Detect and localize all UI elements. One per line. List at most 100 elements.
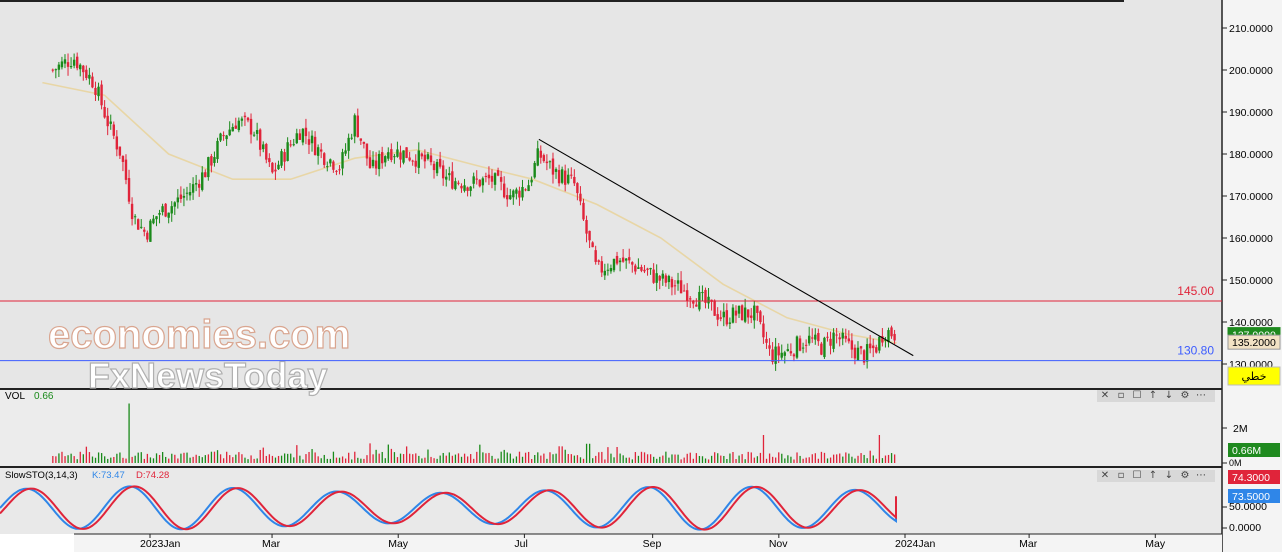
candle-body [63,59,67,64]
candle-body [615,255,619,264]
horizontal-line-label: 130.80 [1177,344,1214,358]
candle-body [844,335,847,339]
price-panel-bg[interactable] [0,0,1222,388]
volume-bar [131,456,133,463]
drawing-tool-tag[interactable] [1227,366,1281,386]
y-tick-label: 180.0000 [1229,149,1273,161]
volume-bar [250,455,252,463]
candle [530,176,533,187]
candle-body [201,172,204,190]
candle-body [161,206,164,213]
candle-body [435,161,439,174]
candle-body [234,125,237,129]
volume-bar [317,456,319,463]
move-up-icon[interactable]: ↑ [1148,390,1158,401]
volume-bar [247,459,249,463]
settings-icon[interactable]: ⚙ [1180,470,1190,481]
candle-body [158,212,161,215]
volume-bar [842,456,844,463]
candle [774,337,777,371]
candle-body [271,162,274,173]
candle-body [393,156,396,158]
close-icon[interactable]: ✕ [1100,470,1110,481]
candle [704,287,707,309]
candle [155,216,158,227]
candle-body [420,153,424,157]
more-icon[interactable]: ⋯ [1196,390,1206,401]
move-down-icon[interactable]: ↓ [1164,470,1174,481]
candle [185,186,189,201]
candle-body [603,270,607,276]
volume-bar [305,454,307,463]
minimize-icon[interactable]: ▫ [1117,470,1125,481]
candle [829,331,832,355]
horizontal-lines[interactable]: 145.00 130.80 [0,284,1222,362]
candle [859,345,863,355]
trendline[interactable] [538,138,914,357]
candle [54,68,58,79]
candle [493,172,497,191]
candle-body [798,338,802,351]
stochastic-k-label: K:73.47 [92,470,125,481]
candle-body [262,144,265,150]
candle [777,342,780,364]
candle [554,167,558,179]
candle [615,251,619,266]
candle [69,57,73,69]
time-axis-bg [0,534,1222,552]
volume-bar [732,452,734,463]
volume-bar [549,452,551,463]
candle-body [371,159,375,167]
candle [252,131,256,137]
x-tick-label: Jul [514,538,527,550]
candle [868,335,872,354]
close-icon[interactable]: ✕ [1100,390,1110,401]
volume-bar [302,459,304,463]
candle [786,343,790,352]
more-icon[interactable]: ⋯ [1196,470,1206,481]
candlestick-series [51,52,896,371]
volume-bar [869,450,871,463]
volume-bar [308,451,310,463]
move-up-icon[interactable]: ↑ [1148,470,1158,481]
candle [374,152,378,175]
volume-bar [470,454,472,463]
candle [277,160,280,170]
volume-bar [344,458,347,463]
candle [606,263,610,276]
volume-bar [463,453,466,463]
candle [783,350,786,364]
move-down-icon[interactable]: ↓ [1164,390,1174,401]
candle [408,151,411,162]
candle [201,166,204,192]
candle-body [60,61,64,68]
candle [499,170,503,191]
volume-tick-label: 0M [1229,458,1242,468]
trendline-layer[interactable] [538,138,914,357]
volume-bar [180,453,182,463]
candle [533,160,536,179]
volume-bar [726,459,728,463]
oscillator-panel-bg[interactable] [0,468,1222,534]
maximize-icon[interactable]: ☐ [1132,390,1142,401]
volume-bar [839,453,841,463]
volume-bar [149,457,152,463]
candle [194,174,198,192]
candle [637,258,640,270]
settings-icon[interactable]: ⚙ [1180,390,1190,401]
volume-bar [381,451,383,463]
candle-body [307,139,311,145]
volume-bar [448,452,450,463]
candle [411,159,414,166]
minimize-icon[interactable]: ▫ [1117,390,1125,401]
candle-body [804,344,808,346]
maximize-icon[interactable]: ☐ [1132,470,1142,481]
candle [399,145,402,168]
candle-body [441,165,445,179]
candle [658,274,661,290]
candle [161,203,164,216]
candle-body [893,333,896,341]
volume-bar [128,403,130,463]
volume-bar [372,454,374,463]
